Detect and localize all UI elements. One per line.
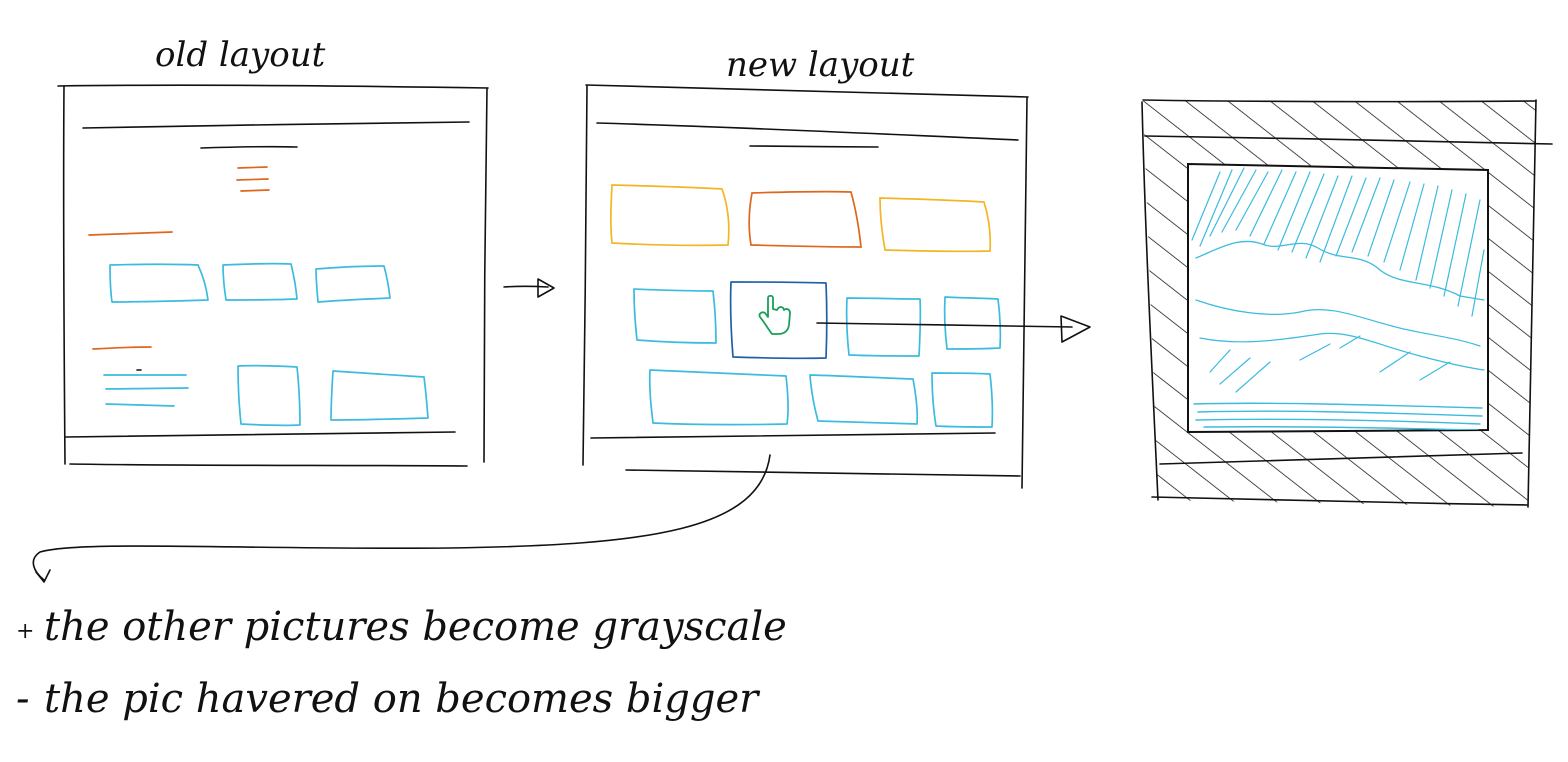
enlarged-picture: [1187, 162, 1489, 434]
new-header-line: [596, 122, 1019, 141]
note-marker: +: [16, 619, 34, 644]
new-frame-left: [582, 85, 588, 466]
enlarged-picture-content: [1191, 167, 1485, 430]
new-picture: [633, 288, 717, 344]
old-section-heading: [88, 231, 173, 236]
note-marker: -: [16, 676, 30, 722]
overlay-frame-top: [1142, 99, 1537, 103]
old-picture: [330, 370, 429, 421]
new-picture: [943, 296, 1002, 350]
old-frame-right: [483, 87, 488, 463]
new-card: [748, 190, 862, 248]
overlay-header-line: [1144, 135, 1553, 145]
old-layout-sketch: old layout: [57, 35, 489, 467]
grayscale-overlay: [1143, 101, 1536, 507]
new-layout-label: new layout: [726, 45, 915, 85]
note-bigger: the pic havered on becomes bigger: [44, 676, 761, 722]
new-frame-bottom: [625, 469, 1021, 477]
new-title-line: [749, 145, 879, 148]
old-text-lines: [103, 374, 189, 407]
new-picture: [648, 369, 789, 426]
old-layout-label: old layout: [155, 35, 326, 75]
hand-pointer-icon: [758, 294, 791, 335]
new-card: [610, 184, 730, 247]
old-picture: [315, 265, 391, 303]
new-frame-top: [585, 84, 1029, 98]
overlay-frame-bottom: [1151, 496, 1528, 506]
enlarged-view-sketch: [1141, 99, 1553, 508]
old-header-line: [82, 121, 470, 129]
arrow-right-icon: [816, 315, 1091, 343]
overlay-footer-line: [1159, 452, 1523, 465]
overlay-frame-right: [1527, 99, 1537, 508]
old-footer-line: [65, 431, 456, 438]
old-section-heading: [92, 346, 152, 350]
new-footer-line: [590, 432, 996, 439]
old-subtitle-lines: [236, 166, 270, 192]
arrow-right-icon: [503, 278, 555, 298]
old-frame-bottom: [69, 463, 468, 467]
old-frame-top: [57, 84, 489, 89]
new-frame-right: [1021, 97, 1028, 489]
new-card: [879, 197, 992, 253]
new-picture: [809, 374, 919, 425]
notes: + the other pictures become grayscale - …: [16, 604, 787, 722]
old-picture: [222, 262, 298, 301]
hovered-picture[interactable]: [729, 281, 828, 360]
old-title-line: [200, 145, 298, 149]
old-frame-left: [62, 85, 66, 465]
note-grayscale: the other pictures become grayscale: [44, 604, 787, 650]
old-picture: [237, 364, 301, 427]
new-picture: [845, 297, 922, 357]
new-layout-sketch: new layout: [582, 45, 1029, 489]
new-picture: [931, 372, 994, 428]
annotation-connector: [32, 454, 771, 583]
old-picture: [109, 263, 209, 303]
overlay-frame-left: [1141, 101, 1159, 501]
